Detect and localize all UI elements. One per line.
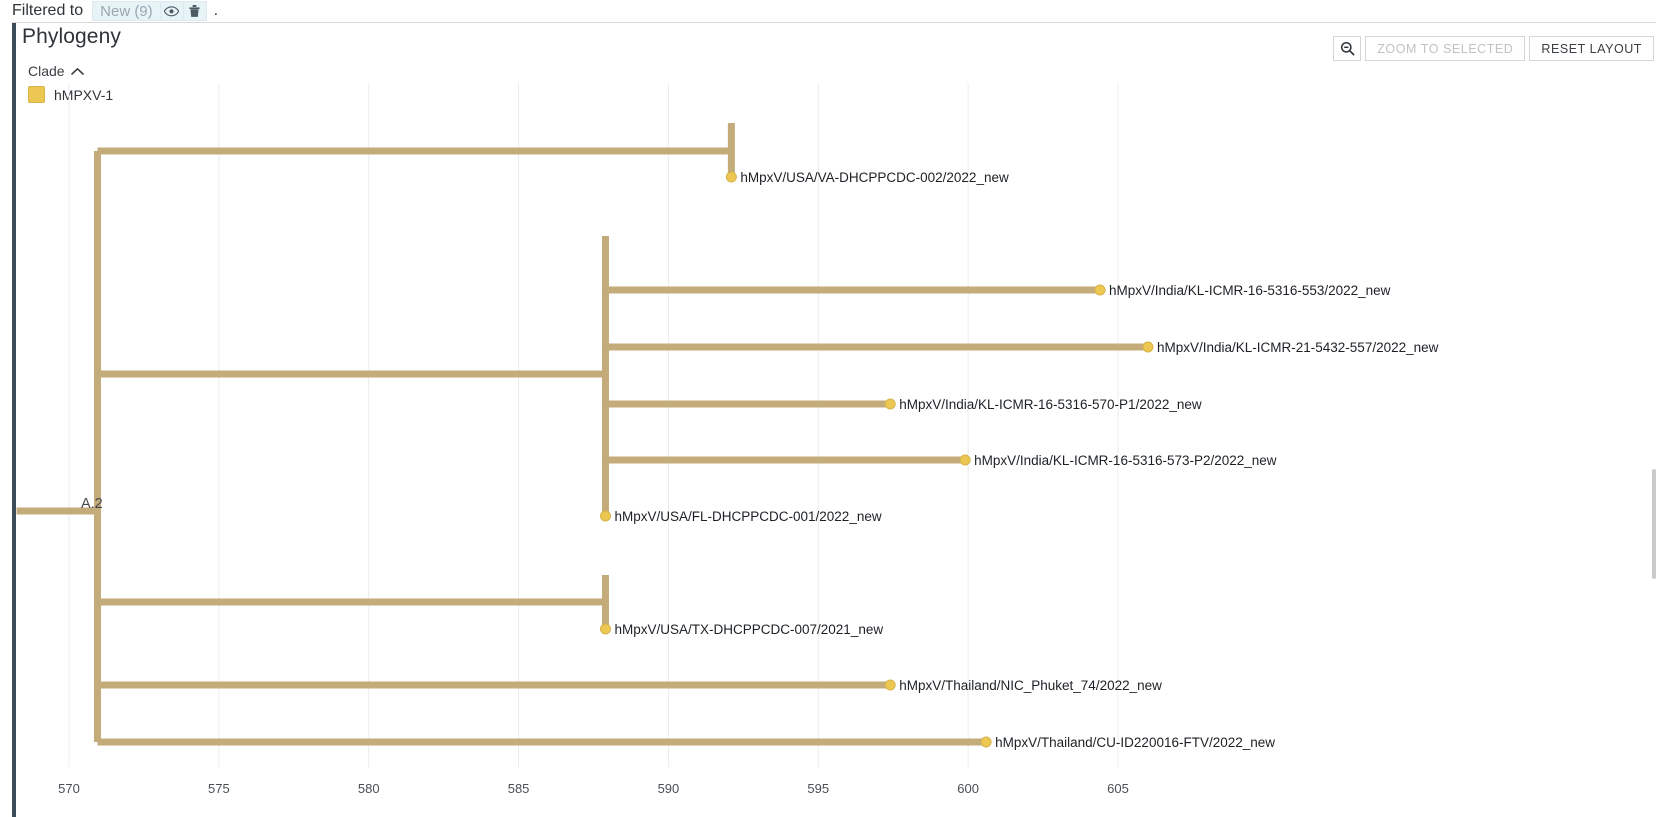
tip-marker[interactable] xyxy=(884,398,896,410)
tree-branches xyxy=(16,123,1148,746)
tip-marker[interactable] xyxy=(959,454,971,466)
legend-header[interactable]: Clade xyxy=(28,63,113,79)
zoom-to-selected-button[interactable]: ZOOM TO SELECTED xyxy=(1365,36,1526,61)
tip-label[interactable]: hMpxV/Thailand/CU-ID220016-FTV/2022_new xyxy=(995,735,1275,750)
filter-bar-trailing-period: . xyxy=(213,2,219,19)
tree-toolbar: ZOOM TO SELECTED RESET LAYOUT xyxy=(1329,36,1654,61)
panel-left-rail xyxy=(12,23,16,817)
x-axis-tick-label: 590 xyxy=(658,781,680,796)
legend-header-label: Clade xyxy=(28,63,65,79)
x-axis-tick-label: 585 xyxy=(508,781,530,796)
tip-marker[interactable] xyxy=(725,171,737,183)
filter-bar-label: Filtered to xyxy=(12,2,84,19)
x-axis-tick-label: 580 xyxy=(358,781,380,796)
trash-icon[interactable] xyxy=(182,1,207,21)
tip-label[interactable]: hMpxV/India/KL-ICMR-16-5316-553/2022_new xyxy=(1109,283,1391,298)
legend-swatch-hmpxv-1[interactable] xyxy=(28,86,45,103)
tip-label[interactable]: hMpxV/USA/TX-DHCPPCDC-007/2021_new xyxy=(614,622,883,637)
tip-label[interactable]: hMpxV/USA/FL-DHCPPCDC-001/2022_new xyxy=(614,509,881,524)
reset-layout-button[interactable]: RESET LAYOUT xyxy=(1529,36,1654,61)
filter-chip-group: New (9) xyxy=(92,1,207,21)
tip-label[interactable]: hMpxV/India/KL-ICMR-21-5432-557/2022_new xyxy=(1157,340,1439,355)
tip-label[interactable]: hMpxV/Thailand/NIC_Phuket_74/2022_new xyxy=(899,678,1162,693)
grid-lines xyxy=(68,83,1119,767)
page-title: Phylogeny xyxy=(22,25,121,48)
filter-chip-new[interactable]: New (9) xyxy=(92,1,160,21)
filter-bar: Filtered to New (9) . xyxy=(0,0,1656,22)
tip-label[interactable]: hMpxV/India/KL-ICMR-16-5316-570-P1/2022_… xyxy=(899,397,1202,412)
tip-marker[interactable] xyxy=(1094,284,1106,296)
phylogeny-tree[interactable]: hMpxV/USA/VA-DHCPPCDC-002/2022_new hMpxV/… xyxy=(16,83,1656,817)
tip-label[interactable]: hMpxV/India/KL-ICMR-16-5316-573-P2/2022_… xyxy=(974,453,1277,468)
tip-marker[interactable] xyxy=(980,736,992,748)
tip-label[interactable]: hMpxV/USA/VA-DHCPPCDC-002/2022_new xyxy=(740,170,1009,185)
x-axis-tick-label: 605 xyxy=(1107,781,1129,796)
x-axis: 570 575 580 585 590 595 600 605 xyxy=(58,781,1129,796)
vertical-scrollbar[interactable] xyxy=(1652,469,1656,579)
tip-marker[interactable] xyxy=(599,623,611,635)
internal-node-label[interactable]: A.2 xyxy=(81,496,103,512)
x-axis-tick-label: 600 xyxy=(957,781,979,796)
x-axis-tick-label: 595 xyxy=(807,781,829,796)
zoom-out-icon[interactable] xyxy=(1333,36,1362,61)
tip-marker[interactable] xyxy=(1142,341,1154,353)
tree-tips[interactable]: hMpxV/USA/VA-DHCPPCDC-002/2022_new hMpxV/… xyxy=(81,170,1439,750)
eye-icon[interactable] xyxy=(159,1,183,21)
x-axis-tick-label: 575 xyxy=(208,781,230,796)
phylogeny-panel: Phylogeny Clade hMPXV-1 ZOOM TO SELECTED… xyxy=(12,22,1656,817)
chevron-up-icon[interactable] xyxy=(70,63,84,79)
tip-marker[interactable] xyxy=(599,510,611,522)
tree-canvas[interactable]: hMpxV/USA/VA-DHCPPCDC-002/2022_new hMpxV/… xyxy=(16,83,1656,817)
x-axis-tick-label: 570 xyxy=(58,781,80,796)
tip-marker[interactable] xyxy=(884,679,896,691)
